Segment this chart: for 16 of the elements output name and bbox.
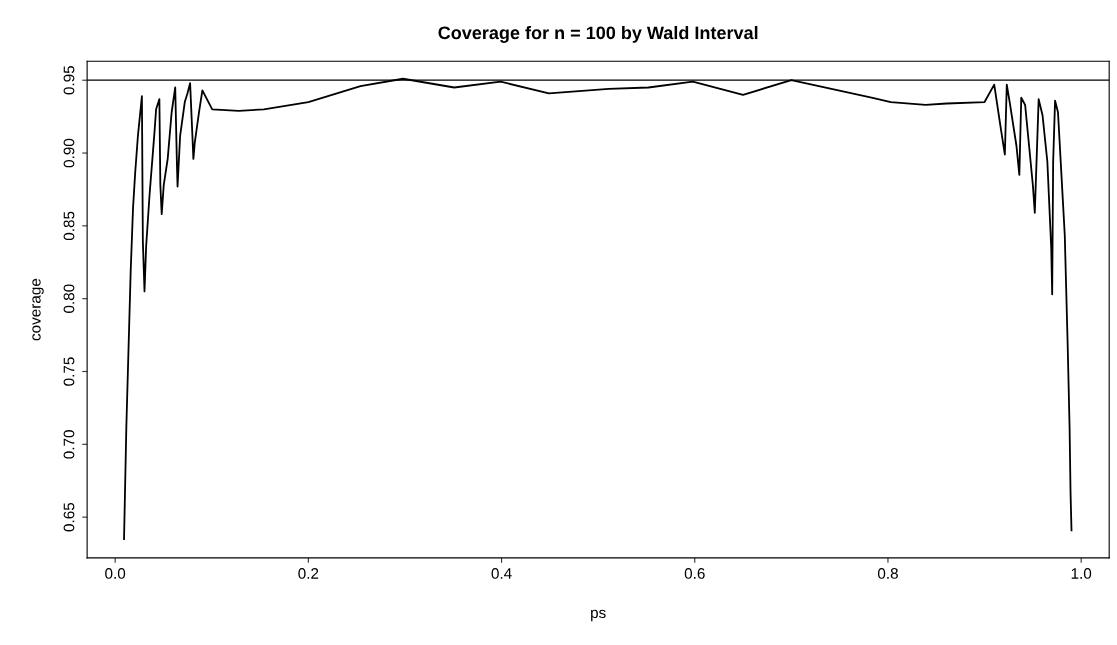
y-tick-label: 0.70 [63,430,75,459]
x-tick-label: 0.4 [491,568,512,579]
x-tick-label: 1.0 [1071,568,1092,579]
x-tick-label: 0.8 [877,568,898,579]
y-tick-label: 0.90 [63,138,75,168]
y-tick-label: 0.95 [63,65,75,95]
x-tick-label: 0.2 [298,568,319,579]
x-axis-title: ps [591,609,606,622]
y-axis-title: coverage [32,278,44,341]
y-tick-label: 0.85 [63,211,75,241]
x-tick-label: 0.6 [684,568,705,579]
x-tick-label: 0.0 [105,568,126,579]
chart-title: Coverage for n = 100 by Wald Interval [438,25,758,43]
y-tick-label: 0.75 [63,357,75,386]
y-tick-label: 0.80 [63,284,75,313]
y-tick-label: 0.65 [63,502,75,532]
